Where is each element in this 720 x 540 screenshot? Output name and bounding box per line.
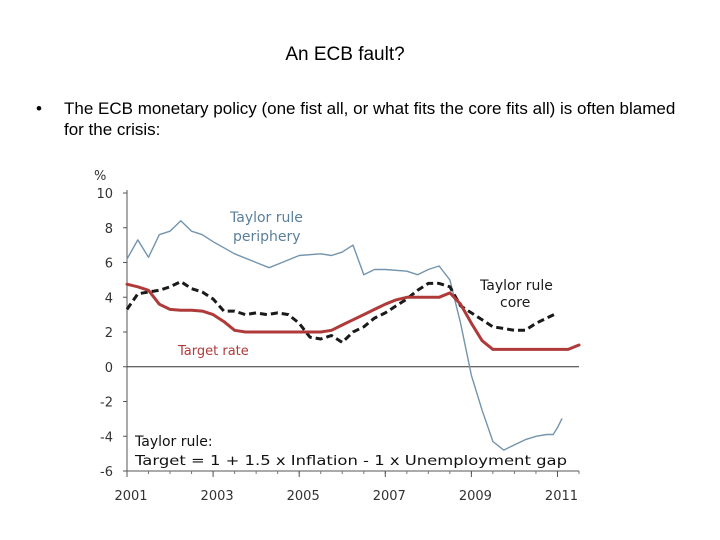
y-tick-label: 6 [105, 257, 113, 272]
x-tick-label: 2007 [373, 489, 406, 504]
annotation-target-rate: Target rate [177, 344, 249, 359]
x-tick-label: 2011 [545, 489, 578, 504]
x-tick-label: 2005 [287, 489, 320, 504]
y-tick-label: 10 [96, 187, 113, 202]
y-tick-label: -2 [100, 396, 113, 411]
y-tick-label: -6 [100, 465, 113, 480]
chart-series [125, 220, 581, 451]
y-tick-label: 8 [105, 222, 113, 237]
x-tick-label: 2001 [114, 489, 147, 504]
bullet-text: The ECB monetary policy (one fist all, o… [64, 99, 676, 139]
bullet-item: • The ECB monetary policy (one fist all,… [36, 98, 676, 140]
annotation-formula-line2: Target = 1 + 1.5 x Inflation - 1 x Unemp… [134, 453, 567, 469]
slide-title: An ECB fault? [285, 44, 405, 65]
y-unit-label: % [94, 169, 106, 184]
bullet-marker: • [36, 99, 42, 118]
x-tick-label: 2009 [459, 489, 492, 504]
y-tick-label: 0 [105, 361, 113, 376]
y-tick-label: 2 [105, 326, 113, 341]
annotation-core-line2: core [500, 295, 530, 311]
y-tick-label: -4 [100, 430, 113, 445]
x-tick-label: 2003 [201, 489, 234, 504]
series-line-target [125, 282, 581, 351]
annotation-periphery-line1: Taylor rule [229, 210, 303, 226]
chart-annotations: % Taylor rule periphery Taylor rule core… [94, 169, 567, 469]
series-line-periphery [126, 220, 563, 451]
annotation-core-line1: Taylor rule [479, 278, 553, 294]
annotation-formula-line1: Taylor rule: [134, 434, 213, 450]
y-tick-label: 4 [105, 291, 113, 306]
annotation-periphery-line2: periphery [233, 229, 301, 245]
